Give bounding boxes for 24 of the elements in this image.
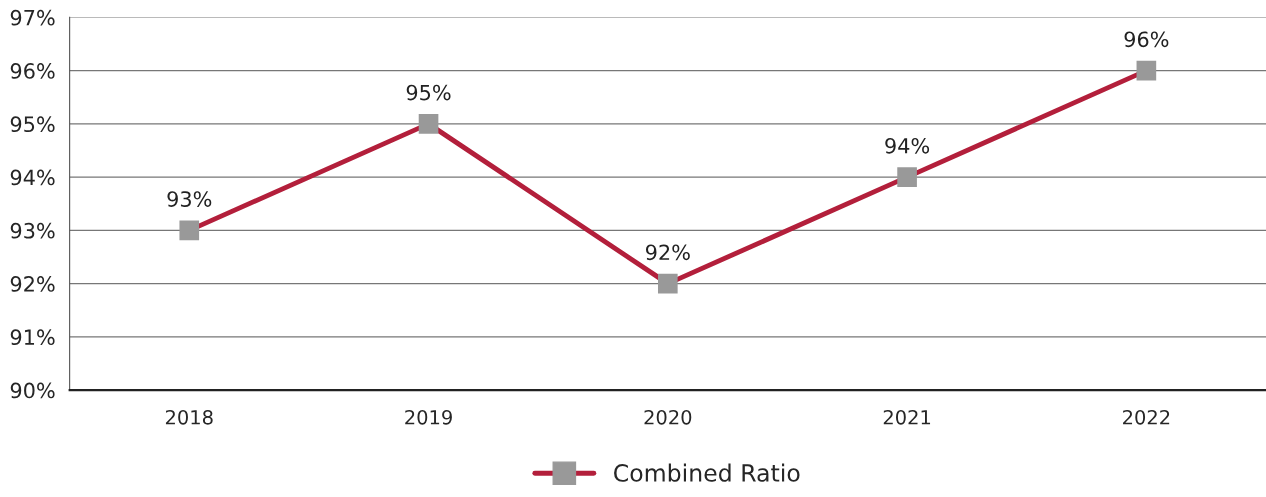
x-tick-label: 2022 — [1123, 409, 1170, 425]
legend-label: Combined Ratio — [614, 463, 800, 482]
y-tick-label: 93% — [10, 222, 55, 239]
y-tick-label: 90% — [10, 382, 55, 399]
y-tick-label: 92% — [10, 276, 55, 292]
y-tick-label: 91% — [10, 329, 55, 346]
y-tick-label: 96% — [10, 63, 55, 79]
point — [897, 167, 917, 187]
point — [657, 273, 678, 294]
text: 96% — [1124, 31, 1169, 48]
point — [418, 114, 439, 134]
point — [179, 220, 200, 241]
y-tick-label: 94% — [10, 169, 55, 186]
x-tick-label: 2020 — [644, 409, 692, 425]
y-tick-label: 95% — [10, 116, 55, 133]
x-tick-label: 2018 — [165, 409, 213, 425]
text: 94% — [885, 137, 930, 154]
point — [1136, 60, 1157, 81]
x-tick-label: 2019 — [405, 409, 452, 425]
y-tick-label: 97% — [10, 9, 55, 26]
text: 95% — [406, 84, 451, 101]
text: 93% — [167, 191, 212, 207]
text: 92% — [645, 244, 690, 261]
x-tick-label: 2021 — [883, 409, 931, 425]
